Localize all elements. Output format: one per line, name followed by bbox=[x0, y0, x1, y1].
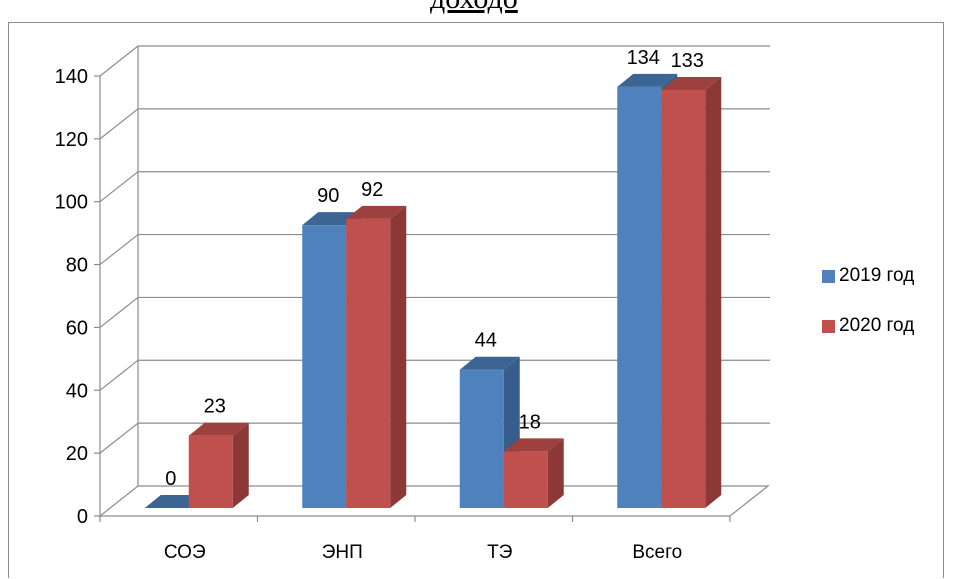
data-label: 134 bbox=[627, 47, 660, 69]
chart-floor bbox=[98, 485, 770, 517]
legend-item-2020: 2020 год bbox=[822, 313, 914, 339]
bar-front bbox=[661, 90, 706, 508]
bar-side bbox=[232, 422, 249, 508]
chart-title: доходо bbox=[430, 0, 518, 16]
bar-top bbox=[346, 205, 407, 219]
side-wall-line bbox=[99, 234, 139, 266]
legend-label-2019: 2019 год bbox=[839, 265, 915, 286]
y-tick-label: 80 bbox=[66, 255, 88, 277]
legend: 2019 год 2020 год bbox=[822, 263, 914, 363]
legend-swatch-2019 bbox=[822, 269, 835, 283]
bar-side bbox=[547, 438, 564, 508]
bar-front bbox=[188, 435, 233, 508]
y-tick-label: 140 bbox=[55, 66, 88, 88]
y-tick-label: 100 bbox=[55, 192, 88, 214]
x-tick-label: ЭНП bbox=[322, 542, 363, 563]
y-tick-label: 60 bbox=[66, 317, 88, 339]
bar-front bbox=[459, 369, 504, 508]
data-label: 44 bbox=[475, 330, 497, 352]
bar-front bbox=[503, 451, 548, 508]
side-wall-line bbox=[99, 45, 139, 77]
side-wall-line bbox=[99, 422, 139, 454]
data-label: 18 bbox=[519, 411, 541, 433]
side-wall-line bbox=[99, 171, 139, 203]
side-wall-line bbox=[99, 296, 139, 328]
y-tick-label: 40 bbox=[66, 380, 88, 402]
y-tick-label: 0 bbox=[77, 506, 88, 528]
data-label: 90 bbox=[317, 185, 339, 207]
x-tick-label: СОЭ bbox=[164, 542, 206, 563]
chart-frame bbox=[8, 22, 944, 578]
bar-front bbox=[302, 225, 347, 508]
bar-top bbox=[503, 438, 564, 452]
bar-side bbox=[390, 205, 407, 508]
bar-front bbox=[617, 86, 662, 508]
legend-item-2019: 2019 год bbox=[822, 263, 914, 289]
legend-label-2020: 2020 год bbox=[839, 315, 915, 336]
bar-side bbox=[705, 77, 722, 508]
bar-front bbox=[346, 218, 391, 508]
data-label: 23 bbox=[204, 396, 226, 418]
data-label: 0 bbox=[165, 468, 176, 490]
bar-top bbox=[188, 422, 249, 436]
side-wall-line bbox=[99, 108, 139, 140]
data-label: 92 bbox=[361, 179, 383, 201]
x-tick-label: ТЭ bbox=[487, 542, 512, 563]
legend-swatch-2020 bbox=[822, 319, 835, 333]
data-label: 133 bbox=[671, 50, 704, 72]
y-tick-label: 20 bbox=[66, 443, 88, 465]
bar-top bbox=[661, 77, 722, 90]
x-tick-label: Всего bbox=[632, 542, 682, 563]
y-tick-label: 120 bbox=[55, 129, 88, 151]
side-wall-line bbox=[99, 359, 139, 391]
bar-top bbox=[459, 356, 520, 370]
bar-top bbox=[617, 73, 678, 87]
